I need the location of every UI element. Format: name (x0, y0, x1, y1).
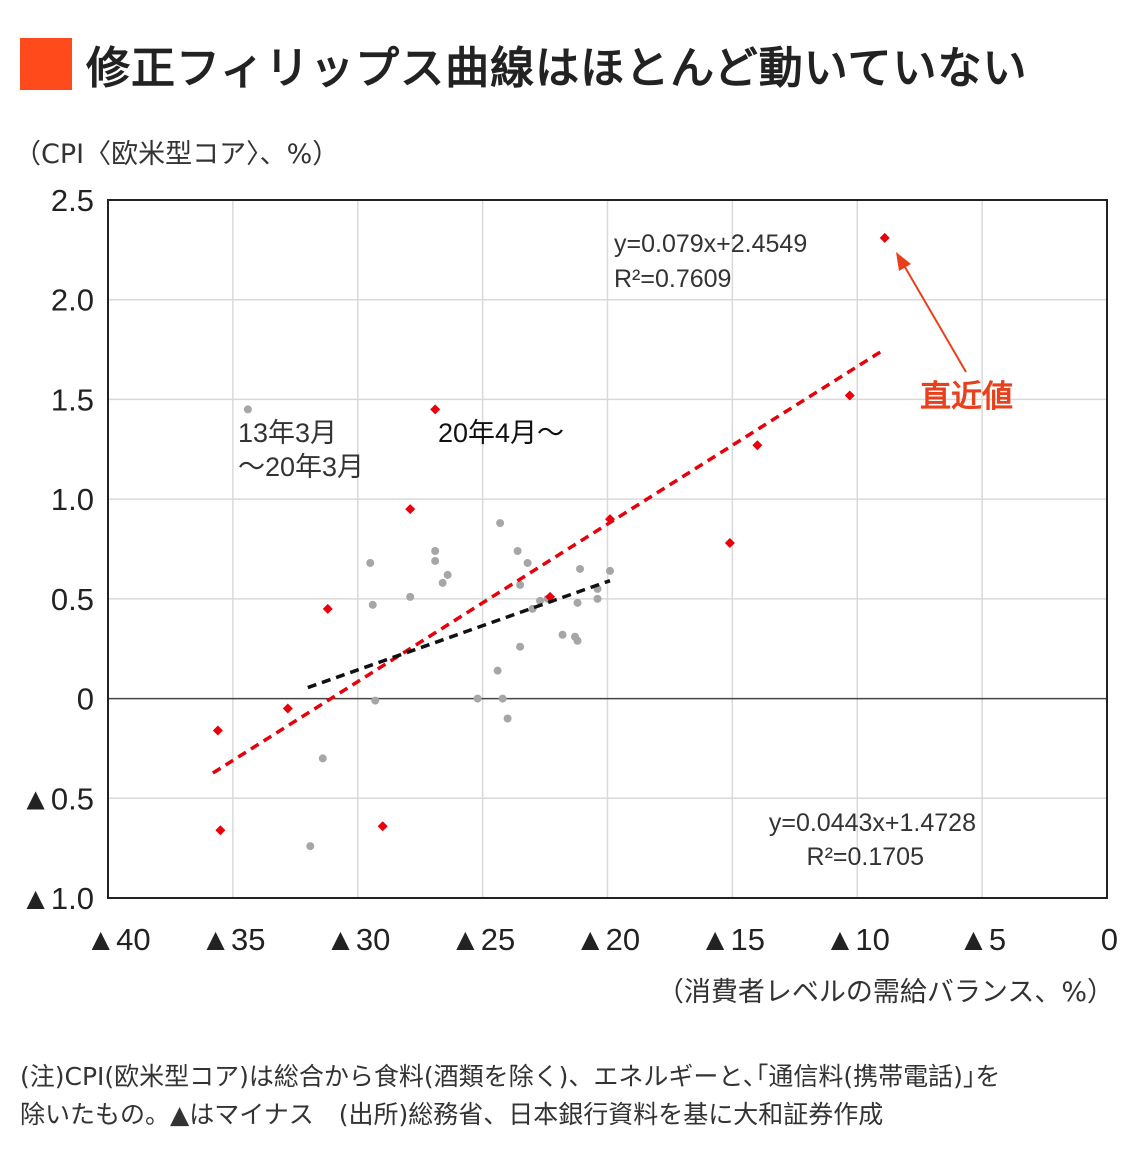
data-point-gray (513, 546, 522, 555)
data-point-gray (473, 694, 482, 703)
y-tick-label: 0.5 (51, 582, 94, 617)
series-gray-label-line2: 〜20年3月 (238, 452, 364, 482)
data-point-gray (593, 594, 602, 603)
data-point-gray (431, 546, 440, 555)
data-point-red (724, 538, 735, 549)
latest-value-label: 直近値 (920, 379, 1013, 414)
y-tick-label: ▲1.0 (20, 881, 94, 916)
y-tick-label: 1.5 (51, 382, 94, 417)
y-tick-label: 2.5 (51, 183, 94, 218)
title-block: 修正フィリップス曲線はほとんど動いていない (20, 34, 1027, 94)
data-point-gray (558, 630, 567, 639)
data-point-red (215, 825, 226, 836)
y-tick-label: 1.0 (51, 482, 94, 517)
x-tick-label: ▲15 (700, 922, 765, 957)
footnote: (注)CPI(欧米型コア)は総合から食料(酒類を除く)、エネルギーと､｢通信料(… (20, 1058, 1120, 1134)
footnote-line-1: (注)CPI(欧米型コア)は総合から食料(酒類を除く)、エネルギーと､｢通信料(… (20, 1062, 1001, 1091)
latest-value-arrow-line (901, 261, 967, 373)
x-axis-unit-label: （消費者レベルの需給バランス、%） (656, 977, 1114, 1008)
black-trend-equation: y=0.0443x+1.4728 (769, 809, 976, 837)
data-point-gray (605, 566, 614, 575)
data-point-gray (443, 570, 452, 579)
latest-value-arrow-head (896, 252, 911, 271)
data-point-gray (493, 666, 502, 675)
data-point-gray (243, 405, 252, 414)
data-point-red (844, 390, 855, 401)
x-tick-label: ▲20 (575, 922, 640, 957)
x-tick-label: 0 (1101, 922, 1118, 957)
data-point-red (752, 440, 763, 451)
data-point-red (322, 603, 333, 614)
data-point-gray (573, 598, 582, 607)
data-point-gray (523, 558, 532, 567)
x-tick-label: ▲25 (450, 922, 515, 957)
data-point-gray (368, 600, 377, 609)
trendline-black (307, 579, 611, 690)
data-point-gray (318, 754, 327, 763)
trendline-red (211, 347, 886, 775)
data-point-gray (516, 580, 525, 589)
x-tick-label: ▲10 (825, 922, 890, 957)
data-point-gray (516, 642, 525, 651)
red-trend-r2: R²=0.7609 (614, 265, 731, 293)
y-axis-unit-label: （CPI〈欧米型コア〉、%） (14, 139, 340, 170)
data-point-gray (366, 558, 375, 567)
data-point-red (377, 821, 388, 832)
data-point-gray (536, 596, 545, 605)
data-point-red (879, 232, 890, 243)
y-tick-label: 0 (77, 682, 94, 717)
red-trend-equation: y=0.079x+2.4549 (614, 230, 807, 258)
x-tick-label: ▲35 (200, 922, 265, 957)
data-point-red (282, 703, 293, 714)
y-tick-label: ▲0.5 (20, 781, 94, 816)
data-point-red (430, 404, 441, 415)
chart-title: 修正フィリップス曲線はほとんど動いていない (86, 43, 1028, 94)
data-point-gray (496, 519, 505, 528)
data-point-gray (503, 714, 512, 723)
x-tick-label: ▲5 (958, 922, 1006, 957)
x-tick-label: ▲30 (325, 922, 390, 957)
plot-frame (107, 199, 1108, 899)
y-tick-label: 2.0 (51, 283, 94, 318)
title-marker-square (20, 38, 72, 90)
data-point-gray (573, 636, 582, 645)
data-point-gray (306, 842, 315, 851)
data-point-gray (438, 578, 447, 587)
black-trend-r2: R²=0.1705 (807, 843, 924, 871)
series-gray-label-line1: 13年3月 (238, 418, 337, 448)
data-point-red (405, 504, 416, 515)
x-tick-label: ▲40 (85, 922, 150, 957)
footnote-line-2: 除いたもの。▲はマイナス (出所)総務省、日本銀行資料を基に大和証券作成 (20, 1100, 884, 1129)
data-point-red (212, 725, 223, 736)
data-point-gray (431, 556, 440, 565)
data-point-gray (406, 592, 415, 601)
data-point-gray (498, 694, 507, 703)
series-red-label: 20年4月〜 (438, 418, 564, 448)
data-point-gray (576, 564, 585, 573)
data-point-gray (371, 696, 380, 705)
